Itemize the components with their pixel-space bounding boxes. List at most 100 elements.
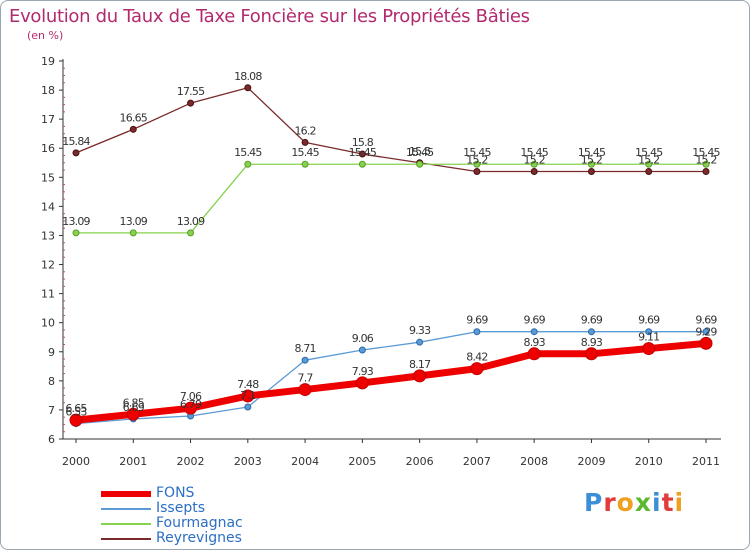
data-label: 15.45 — [520, 146, 548, 159]
data-point — [473, 167, 481, 175]
data-point — [69, 413, 83, 427]
brand-letter: t — [661, 488, 675, 517]
data-label: 15.45 — [578, 146, 606, 159]
data-label: 15.45 — [635, 146, 663, 159]
legend-label: Fourmagnac — [156, 515, 243, 531]
brand-letter: P — [584, 488, 604, 517]
x-tick-label: 2006 — [406, 455, 434, 468]
data-point — [72, 149, 80, 157]
data-label: 15.8 — [352, 136, 374, 149]
data-label: 7.7 — [298, 372, 314, 385]
y-tick-label: 13 — [41, 229, 55, 242]
data-point — [129, 229, 137, 237]
data-point — [301, 138, 309, 146]
data-label: 6.85 — [123, 396, 145, 409]
data-label: 15.45 — [291, 146, 319, 159]
data-point — [702, 167, 710, 175]
data-point — [645, 328, 653, 336]
data-labels: 15.84 16.65 17.55 18.08 16.2 15.8 15.5 15.2 15.2… — [62, 70, 721, 419]
series-line-reyrevignes — [75, 87, 707, 173]
data-label: 13.09 — [62, 215, 90, 228]
x-tick-label: 2011 — [692, 455, 720, 468]
legend-swatch — [101, 538, 151, 540]
data-label: 9.69 — [581, 314, 603, 327]
data-label: 8.71 — [294, 342, 315, 355]
x-tick-label: 2000 — [62, 455, 90, 468]
x-tick-label: 2001 — [119, 455, 147, 468]
data-point — [473, 328, 481, 336]
data-label: 6.69 — [123, 401, 145, 414]
data-label: 13.09 — [177, 215, 205, 228]
data-label: 15.2 — [695, 153, 716, 166]
legend-swatch — [101, 491, 151, 497]
series-line-fons — [72, 339, 710, 424]
legend-swatch — [101, 508, 151, 510]
x-tick-label: 2002 — [177, 455, 205, 468]
data-point — [244, 84, 252, 92]
data-point — [470, 362, 484, 376]
x-tick-label: 2007 — [463, 455, 491, 468]
data-point — [587, 167, 595, 175]
data-point — [416, 338, 424, 346]
data-point — [702, 160, 710, 168]
data-point — [584, 347, 598, 361]
y-tick-label: 12 — [41, 259, 55, 272]
x-tick-label: 2010 — [635, 455, 663, 468]
data-label: 15.45 — [406, 146, 434, 159]
data-label: 9.69 — [695, 314, 717, 327]
data-label: 15.45 — [349, 146, 377, 159]
data-label: 15.2 — [638, 153, 659, 166]
y-tick-label: 18 — [41, 84, 55, 97]
data-label: 9.69 — [466, 314, 488, 327]
data-point — [72, 229, 80, 237]
y-tick-label: 6 — [48, 433, 55, 446]
data-label: 6.53 — [65, 406, 87, 419]
data-point — [645, 160, 653, 168]
data-label: 9.06 — [352, 332, 374, 345]
y-tick-label: 14 — [41, 200, 55, 213]
data-point — [187, 99, 195, 107]
x-tick-label: 2005 — [348, 455, 376, 468]
data-label: 15.2 — [524, 153, 545, 166]
data-label: 8.93 — [581, 336, 603, 349]
data-point — [527, 347, 541, 361]
data-point — [416, 160, 424, 168]
data-label: 18.08 — [234, 70, 262, 83]
data-label: 15.45 — [463, 146, 491, 159]
brand-letter: o — [616, 488, 635, 517]
data-label: 9.11 — [638, 331, 659, 344]
data-label: 9.33 — [409, 324, 431, 337]
data-point — [358, 346, 366, 354]
data-point — [187, 229, 195, 237]
data-label: 7.93 — [352, 365, 374, 378]
data-label: 9.69 — [638, 314, 660, 327]
x-tick-label: 2003 — [234, 455, 262, 468]
data-point — [241, 389, 255, 403]
brand-letter: i — [652, 488, 662, 517]
data-label: 9.29 — [695, 325, 717, 338]
x-tick-label: 2004 — [291, 455, 319, 468]
brand-logo: Proxiti — [584, 488, 684, 517]
unit-label: (en %) — [27, 29, 64, 42]
data-point — [473, 160, 481, 168]
data-point — [530, 160, 538, 168]
data-label: 15.2 — [581, 153, 602, 166]
data-point — [244, 160, 252, 168]
data-point — [298, 383, 312, 397]
series-line-issepts — [75, 331, 707, 425]
data-point — [699, 336, 713, 350]
data-point — [301, 160, 309, 168]
y-tick-label: 11 — [41, 288, 55, 301]
series-layer — [69, 84, 713, 428]
data-label: 15.84 — [62, 135, 90, 148]
brand-letter: r — [603, 488, 617, 517]
data-point — [587, 160, 595, 168]
data-point — [642, 342, 656, 356]
legend-label: Issepts — [156, 500, 205, 516]
data-label: 13.09 — [120, 215, 148, 228]
data-label: 8.93 — [524, 336, 546, 349]
data-label: 16.2 — [294, 124, 315, 137]
legend-label: FONS — [156, 485, 195, 501]
data-point — [244, 403, 252, 411]
